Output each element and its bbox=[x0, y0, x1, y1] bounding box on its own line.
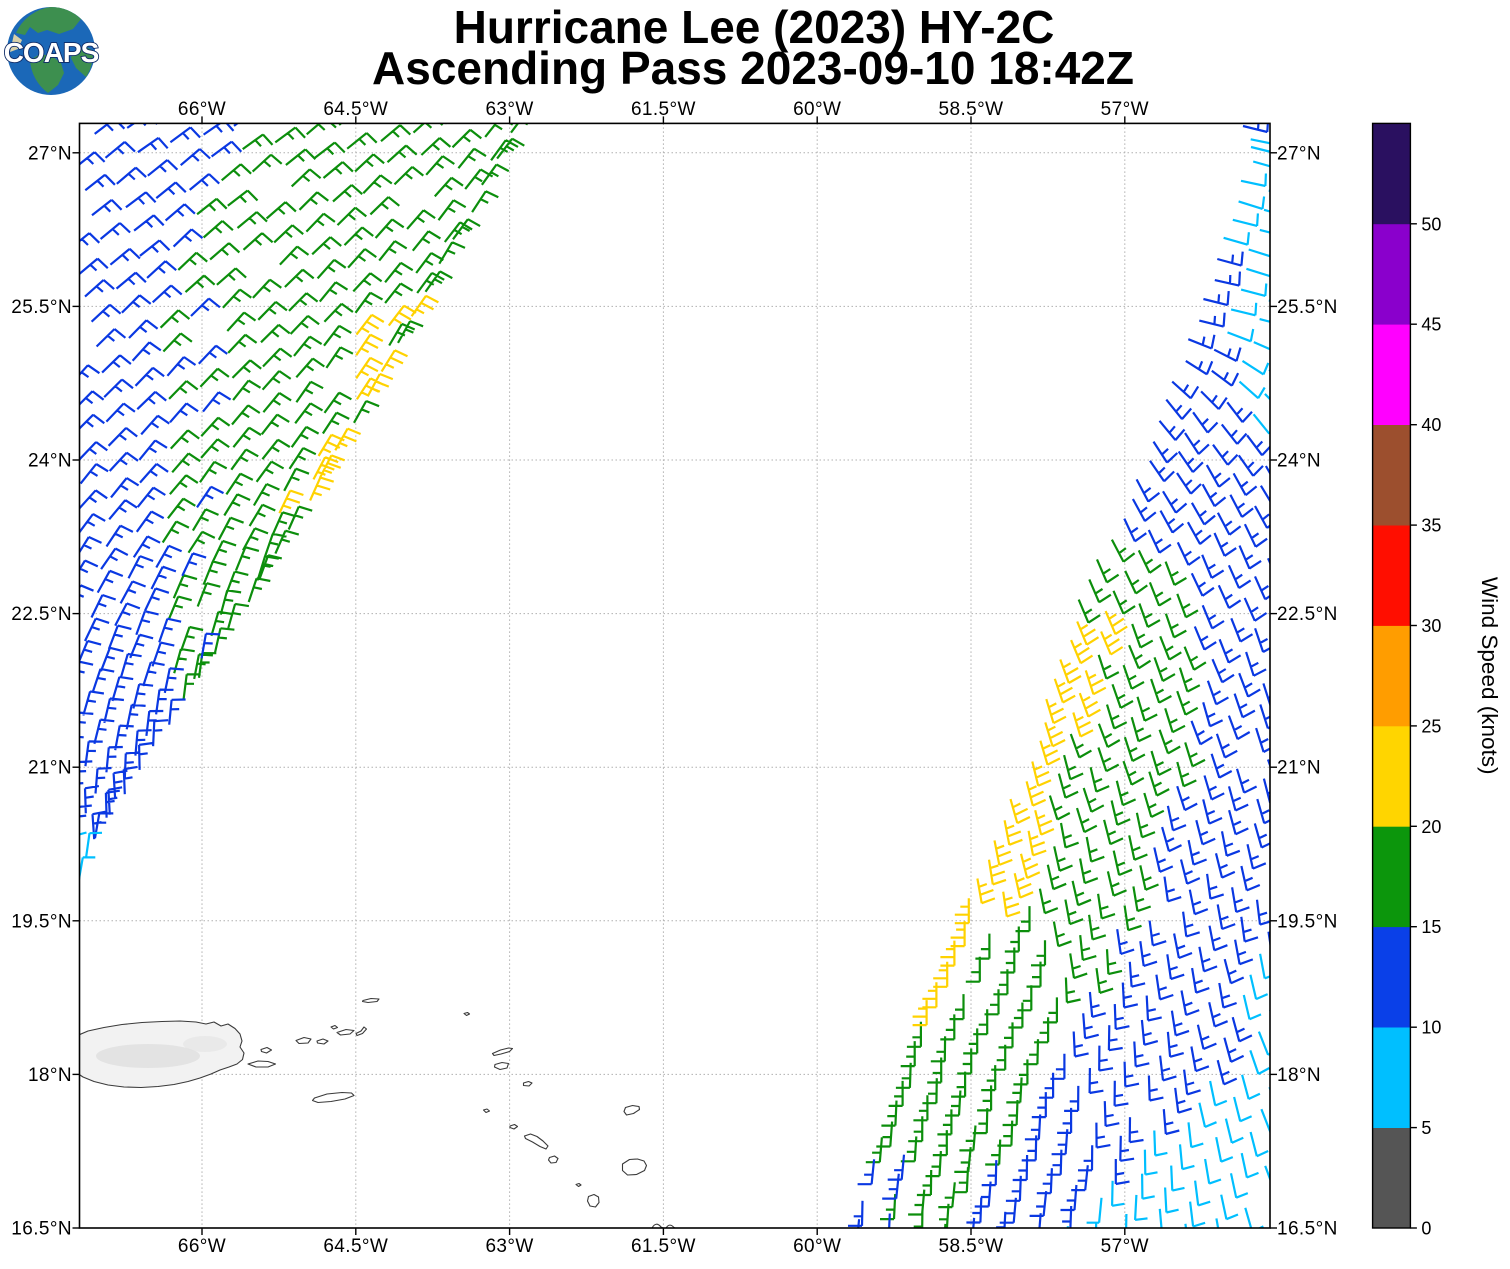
svg-text:10: 10 bbox=[1421, 1018, 1441, 1038]
svg-text:25: 25 bbox=[1421, 716, 1441, 736]
svg-text:22.5°N: 22.5°N bbox=[1277, 604, 1338, 625]
svg-text:58.5°W: 58.5°W bbox=[939, 1236, 1004, 1257]
svg-text:63°W: 63°W bbox=[485, 99, 533, 120]
svg-text:21°N: 21°N bbox=[1277, 758, 1321, 779]
svg-text:61.5°W: 61.5°W bbox=[631, 1236, 696, 1257]
svg-text:64.5°W: 64.5°W bbox=[323, 99, 388, 120]
svg-text:24°N: 24°N bbox=[28, 451, 72, 472]
svg-text:19.5°N: 19.5°N bbox=[1277, 911, 1338, 932]
svg-text:27°N: 27°N bbox=[28, 143, 72, 164]
svg-text:61.5°W: 61.5°W bbox=[631, 99, 696, 120]
svg-text:64.5°W: 64.5°W bbox=[323, 1236, 388, 1257]
svg-text:24°N: 24°N bbox=[1277, 451, 1321, 472]
svg-text:25.5°N: 25.5°N bbox=[11, 297, 72, 318]
svg-text:Hurricane Lee (2023) HY-2C: Hurricane Lee (2023) HY-2C bbox=[454, 1, 1055, 53]
svg-text:Wind Speed (knots): Wind Speed (knots) bbox=[1477, 577, 1502, 775]
svg-text:60°W: 60°W bbox=[793, 1236, 841, 1257]
svg-text:66°W: 66°W bbox=[178, 99, 226, 120]
svg-text:18°N: 18°N bbox=[1277, 1065, 1321, 1086]
svg-text:COAPS: COAPS bbox=[4, 37, 99, 68]
svg-text:66°W: 66°W bbox=[178, 1236, 226, 1257]
svg-text:19.5°N: 19.5°N bbox=[11, 911, 72, 932]
svg-text:63°W: 63°W bbox=[485, 1236, 533, 1257]
svg-text:22.5°N: 22.5°N bbox=[11, 604, 72, 625]
svg-text:16.5°N: 16.5°N bbox=[11, 1219, 72, 1240]
svg-text:Ascending Pass 2023-09-10 18:4: Ascending Pass 2023-09-10 18:42Z bbox=[372, 42, 1134, 94]
svg-text:57°W: 57°W bbox=[1101, 99, 1149, 120]
svg-text:60°W: 60°W bbox=[793, 99, 841, 120]
svg-text:40: 40 bbox=[1421, 415, 1441, 435]
svg-text:25.5°N: 25.5°N bbox=[1277, 297, 1338, 318]
svg-text:50: 50 bbox=[1421, 214, 1441, 234]
svg-text:57°W: 57°W bbox=[1101, 1236, 1149, 1257]
svg-text:21°N: 21°N bbox=[28, 758, 72, 779]
svg-text:18°N: 18°N bbox=[28, 1065, 72, 1086]
svg-text:5: 5 bbox=[1421, 1118, 1431, 1138]
svg-text:35: 35 bbox=[1421, 516, 1441, 536]
svg-text:20: 20 bbox=[1421, 817, 1441, 837]
svg-text:0: 0 bbox=[1421, 1219, 1431, 1239]
svg-text:16.5°N: 16.5°N bbox=[1277, 1219, 1338, 1240]
svg-text:45: 45 bbox=[1421, 315, 1441, 335]
svg-text:30: 30 bbox=[1421, 616, 1441, 636]
svg-text:15: 15 bbox=[1421, 917, 1441, 937]
svg-text:58.5°W: 58.5°W bbox=[939, 99, 1004, 120]
svg-text:27°N: 27°N bbox=[1277, 143, 1321, 164]
